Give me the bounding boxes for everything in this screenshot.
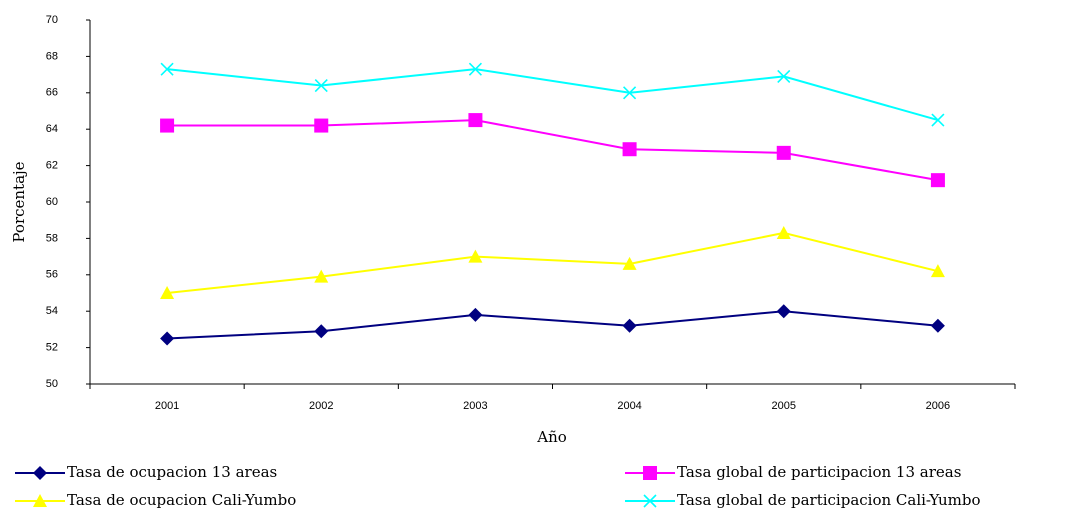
marker xyxy=(33,466,47,480)
y-tick-label: 56 xyxy=(46,269,58,281)
x-tick-label: 2006 xyxy=(926,400,950,412)
marker xyxy=(314,78,328,93)
marker xyxy=(930,173,945,188)
marker xyxy=(314,269,329,283)
marker xyxy=(468,307,483,322)
y-tick-label: 64 xyxy=(46,123,58,135)
marker xyxy=(930,264,945,278)
series-line xyxy=(167,310,939,340)
legend-label: Tasa de ocupacion 13 areas xyxy=(67,463,277,481)
marker xyxy=(33,494,47,507)
marker xyxy=(643,466,657,480)
marker xyxy=(776,304,791,319)
marker xyxy=(468,249,483,263)
series-line xyxy=(166,231,939,294)
marker xyxy=(468,62,482,76)
y-tick-label: 68 xyxy=(46,50,58,62)
series-line xyxy=(167,119,939,182)
y-axis-title: Porcentaje xyxy=(10,161,28,242)
marker xyxy=(931,113,945,127)
marker xyxy=(468,113,483,128)
marker xyxy=(314,118,329,133)
marker xyxy=(776,225,791,239)
x-axis-title: Año xyxy=(536,428,567,446)
x-tick-label: 2001 xyxy=(155,400,179,412)
marker xyxy=(160,118,175,133)
x-tick-label: 2002 xyxy=(309,400,333,412)
y-tick-label: 54 xyxy=(46,305,58,317)
y-tick-label: 52 xyxy=(46,342,58,354)
marker xyxy=(160,331,175,346)
marker xyxy=(314,324,329,339)
marker xyxy=(776,145,791,160)
y-tick-label: 58 xyxy=(46,232,58,244)
series-line xyxy=(166,68,939,122)
marker xyxy=(622,318,637,333)
y-tick-label: 60 xyxy=(46,196,58,208)
marker xyxy=(777,69,791,83)
marker xyxy=(160,286,175,299)
x-tick-label: 2005 xyxy=(772,400,796,412)
legend-label: Tasa de ocupacion Cali-Yumbo xyxy=(67,491,296,509)
marker xyxy=(622,142,637,157)
marker xyxy=(622,256,637,270)
marker xyxy=(643,494,657,508)
y-tick-label: 66 xyxy=(46,87,58,99)
marker xyxy=(160,62,174,76)
marker xyxy=(930,318,945,333)
y-tick-label: 50 xyxy=(46,378,58,390)
legend-label: Tasa global de participacion 13 areas xyxy=(677,463,961,481)
x-tick-label: 2004 xyxy=(617,400,641,412)
marker xyxy=(623,86,637,100)
y-tick-label: 70 xyxy=(46,14,58,26)
legend-label: Tasa global de participacion Cali-Yumbo xyxy=(677,491,980,509)
y-tick-label: 62 xyxy=(46,160,58,172)
x-tick-label: 2003 xyxy=(463,400,487,412)
